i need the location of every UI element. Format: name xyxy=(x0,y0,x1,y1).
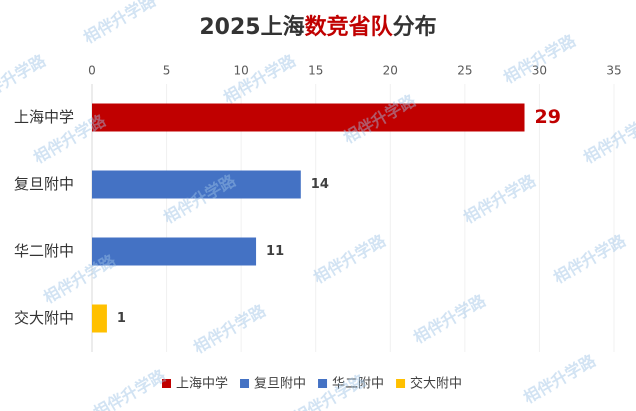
value-label: 1 xyxy=(117,311,126,326)
x-tick-label: 5 xyxy=(163,64,171,78)
value-label: 29 xyxy=(535,106,561,128)
x-tick-label: 25 xyxy=(457,64,472,78)
x-tick-label: 10 xyxy=(234,64,249,78)
legend-swatch xyxy=(318,379,328,388)
x-tick-label: 20 xyxy=(383,64,398,78)
bar xyxy=(92,237,257,266)
value-label: 11 xyxy=(266,244,284,259)
bar xyxy=(92,103,525,132)
legend-swatch xyxy=(396,379,406,388)
x-tick-label: 35 xyxy=(606,64,621,78)
legend-label: 交大附中 xyxy=(410,376,462,392)
legend-swatch xyxy=(240,379,250,388)
y-tick-label: 复旦附中 xyxy=(14,175,74,193)
y-tick-label: 上海中学 xyxy=(14,108,74,126)
chart-title: 2025上海数竞省队分布 xyxy=(199,14,436,40)
legend-label: 上海中学 xyxy=(176,376,228,392)
x-tick-label: 0 xyxy=(88,64,96,78)
bar xyxy=(92,170,301,199)
legend-label: 复旦附中 xyxy=(254,377,306,392)
x-tick-label: 15 xyxy=(308,64,323,78)
bar xyxy=(92,304,107,333)
legend-label: 华二附中 xyxy=(332,377,384,392)
title-part: 2025上海 xyxy=(199,14,304,40)
title-part: 分布 xyxy=(393,14,437,40)
value-label: 14 xyxy=(311,177,329,192)
y-tick-label: 华二附中 xyxy=(14,242,74,260)
y-tick-label: 交大附中 xyxy=(14,309,74,327)
legend-swatch xyxy=(162,379,171,388)
x-tick-label: 30 xyxy=(532,64,547,78)
title-part: 数竞省队 xyxy=(305,14,394,40)
